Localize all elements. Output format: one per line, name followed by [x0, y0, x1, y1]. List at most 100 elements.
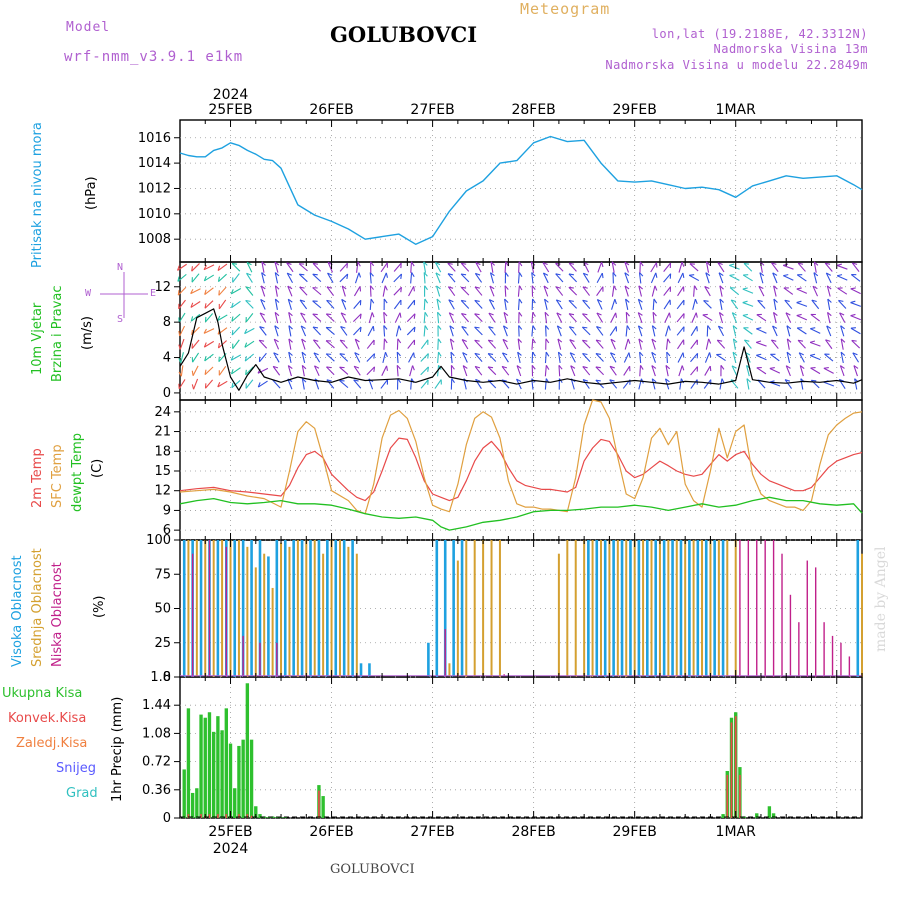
wind-barb-flag: [326, 313, 332, 316]
cloud-bar: [667, 540, 670, 677]
wind-barb: [203, 328, 215, 334]
wind-barb: [625, 298, 629, 310]
wind-barb-flag: [850, 287, 856, 290]
wind-barb: [230, 288, 242, 295]
wind-barb-flag: [177, 290, 180, 296]
cloud-bar: [456, 560, 459, 677]
wind-barb-flag: [301, 351, 307, 356]
cloud-bar: [263, 553, 266, 677]
wind-barb-flag: [518, 272, 523, 277]
wind-barb: [366, 339, 375, 349]
wind-barb-flag: [396, 351, 401, 357]
wind-barb-flag: [545, 351, 550, 357]
wind-barb: [489, 272, 494, 284]
wind-barb-flag: [384, 351, 388, 358]
wind-barb-flag: [809, 340, 816, 343]
wind-barb-flag: [638, 325, 643, 330]
precip-total-bar: [771, 813, 776, 818]
wind-barb: [729, 264, 740, 270]
cloud-bar: [225, 546, 228, 677]
wind-ylabel-1: 10m Vjetar: [30, 302, 45, 375]
wind-barb: [474, 300, 483, 309]
wind-barb-flag: [302, 378, 307, 383]
wind-barb: [259, 352, 267, 363]
pressure-unit: (hPa): [84, 176, 99, 210]
wind-barb: [596, 299, 603, 310]
wind-barb: [381, 272, 387, 284]
wind-barb: [325, 353, 335, 362]
precip-convective-bar: [318, 790, 320, 818]
wind-barb-flag: [217, 276, 221, 282]
cloud-bar: [633, 540, 636, 677]
wind-barb-flag: [695, 312, 698, 318]
day-label-bottom: 1MAR: [716, 824, 757, 840]
wind-barb: [288, 312, 292, 324]
wind-barb: [231, 263, 241, 272]
wind-barb-flag: [400, 287, 402, 293]
wind-barb: [798, 352, 805, 363]
precip-convective-bar: [217, 814, 219, 818]
wind-barb-flag: [244, 342, 248, 348]
wind-barb-flag: [601, 273, 604, 279]
wind-barb-flag: [386, 365, 388, 371]
wind-barb-flag: [745, 352, 751, 356]
precip-convective-bar: [726, 774, 729, 818]
wind-barb: [651, 285, 656, 297]
wind-barb: [190, 313, 201, 322]
cloud-bar: [814, 567, 817, 677]
wind-barb: [705, 261, 710, 273]
wind-barb-flag: [639, 351, 644, 357]
wind-barb-flag: [611, 261, 617, 266]
wind-barb-flag: [732, 312, 737, 316]
wind-barb: [811, 299, 820, 310]
wind-barb: [623, 352, 630, 363]
wind-barb: [826, 285, 831, 297]
wind-barb: [312, 287, 322, 296]
cloud-bar: [620, 540, 624, 677]
wind-barb-flag: [371, 312, 375, 318]
wind-barb: [299, 286, 308, 296]
wind-barb: [582, 299, 591, 309]
wind-barb-flag: [827, 298, 832, 303]
precip-convective-bar: [250, 815, 253, 818]
wind-barb-flag: [424, 298, 429, 304]
wind-barb: [717, 325, 725, 337]
cloud-bar: [848, 656, 851, 677]
precip-total-bar: [224, 708, 228, 818]
precip-total-bar: [190, 792, 195, 818]
wind-barb: [637, 312, 643, 324]
wind-barb: [556, 325, 562, 337]
dewpt-line: [179, 496, 863, 531]
wind-barb: [218, 273, 227, 283]
y-tick-label: 1.08: [142, 726, 171, 741]
wind-barb: [797, 339, 806, 349]
cloud-bar: [498, 540, 501, 677]
station-title: GOLUBOVCI: [330, 22, 478, 47]
wind-barb: [447, 286, 456, 296]
wind-barb-flag: [450, 351, 455, 357]
wind-barb: [502, 352, 509, 363]
y-tick-label: 12: [154, 484, 171, 499]
wind-barb-flag: [597, 299, 603, 303]
wind-barb: [810, 328, 821, 334]
wind-barb: [287, 299, 292, 310]
year-label-top: 2024: [213, 87, 249, 103]
wind-barb-flag: [704, 285, 710, 289]
wind-barb: [420, 379, 429, 389]
wind-barb-flag: [640, 365, 644, 370]
wind-barb-flag: [853, 365, 859, 369]
y-tick-label: 21: [154, 425, 171, 440]
cloud-bar: [595, 540, 599, 677]
wind-barb-flag: [682, 352, 685, 358]
wind-barb: [665, 365, 669, 377]
wind-barb-flag: [729, 274, 735, 276]
cloud-bar: [259, 642, 261, 677]
wind-barb-flag: [490, 272, 495, 277]
wind-barb-flag: [437, 338, 442, 344]
wind-barb-flag: [682, 272, 685, 278]
wind-barb-flag: [301, 365, 307, 370]
wind-barb-flag: [505, 272, 509, 277]
wind-barb: [408, 286, 415, 297]
wind-barb: [609, 352, 617, 363]
wind-barb-flag: [230, 355, 234, 361]
